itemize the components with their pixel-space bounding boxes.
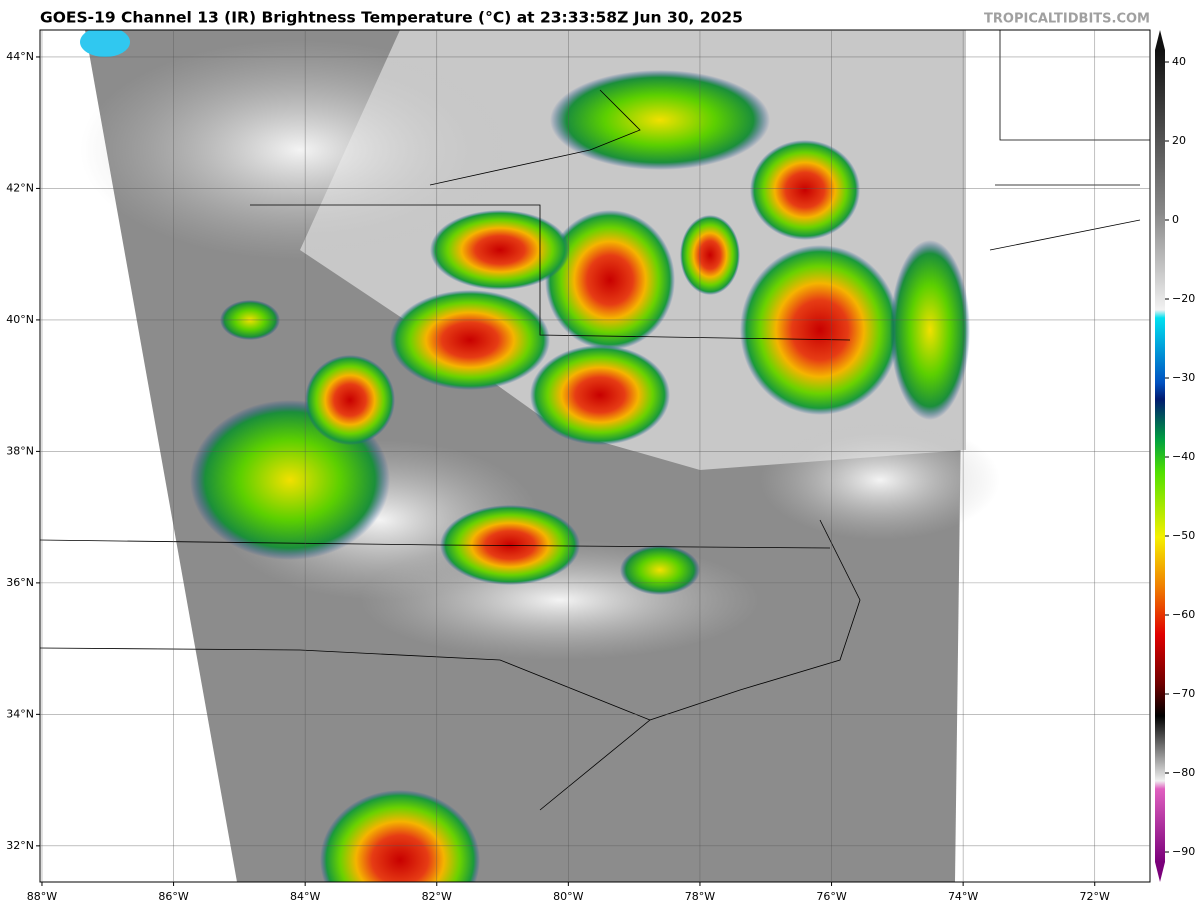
storm-cell: [530, 345, 670, 445]
lon-tick-label: 74°W: [948, 890, 978, 903]
colorbar-label: −80: [1172, 766, 1195, 779]
map-imagery: [40, 30, 1150, 882]
lon-tick-label: 80°W: [553, 890, 583, 903]
storm-cell: [390, 290, 550, 390]
credit: TROPICALTIDBITS.COM: [984, 12, 1150, 27]
colorbar-label: −20: [1172, 292, 1195, 305]
cold-cloud: [80, 30, 130, 57]
cloud: [760, 420, 1000, 540]
lon-tick-label: 72°W: [1080, 890, 1110, 903]
lat-tick-label: 42°N: [6, 181, 34, 194]
colorbar-label: 20: [1172, 134, 1186, 147]
storm-cell: [545, 210, 675, 350]
boundaries: [989, 30, 1150, 251]
storm-cell: [430, 210, 570, 290]
colorbar-label: −60: [1172, 608, 1195, 621]
lat-tick-label: 44°N: [6, 50, 34, 63]
lat-tick-label: 34°N: [6, 707, 34, 720]
boundaries: [40, 89, 861, 811]
storm-cell: [305, 355, 395, 445]
storm-cell: [320, 790, 480, 882]
colorbar-label: −50: [1172, 529, 1195, 542]
lat-tick-label: 36°N: [6, 576, 34, 589]
colorbar-label: 40: [1172, 55, 1186, 68]
title: GOES-19 Channel 13 (IR) Brightness Tempe…: [40, 9, 743, 27]
storm-cell: [740, 245, 900, 415]
colorbar-label: 0: [1172, 213, 1179, 226]
lon-tick-label: 84°W: [290, 890, 320, 903]
storm-cell: [620, 545, 700, 595]
lat-tick-label: 40°N: [6, 313, 34, 326]
map-frame: [39, 29, 1151, 883]
storm-cell: [750, 140, 860, 240]
lon-tick-label: 78°W: [685, 890, 715, 903]
lon-tick-label: 76°W: [816, 890, 846, 903]
colorbar-label: −30: [1172, 371, 1195, 384]
lat-tick-label: 32°N: [6, 839, 34, 852]
storm-cell: [680, 215, 740, 295]
colorbar-label: −90: [1172, 845, 1195, 858]
lon-tick-label: 86°W: [158, 890, 188, 903]
colorbar-label: −40: [1172, 450, 1195, 463]
lat-tick-label: 38°N: [6, 444, 34, 457]
lon-tick-label: 82°W: [422, 890, 452, 903]
storm-cell: [550, 70, 770, 170]
colorbar-bottom-cap: [1155, 862, 1165, 882]
lon-tick-label: 88°W: [27, 890, 57, 903]
colorbar-label: −70: [1172, 687, 1195, 700]
colorbar-top-cap: [1155, 30, 1165, 50]
colorbar: [1155, 50, 1165, 862]
storm-cell: [440, 505, 580, 585]
storm-cell: [890, 240, 970, 420]
